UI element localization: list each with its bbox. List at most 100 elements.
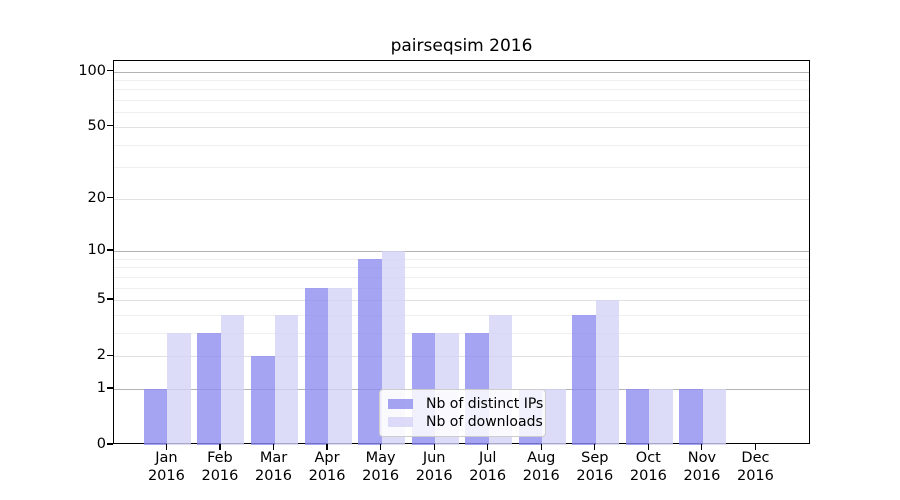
- x-tick-year: 2016: [629, 467, 667, 484]
- x-tick-mark: [754, 444, 757, 450]
- y-tick-mark: [107, 443, 113, 445]
- x-tick-year: 2016: [683, 467, 721, 484]
- x-tick-year: 2016: [255, 467, 292, 484]
- gridline-minor: [114, 287, 809, 289]
- x-tick-mark: [380, 444, 382, 450]
- x-tick-mark: [487, 444, 489, 450]
- x-tick-year: 2016: [469, 467, 507, 484]
- y-tick-label: 0: [96, 436, 106, 452]
- y-tick-mark: [107, 298, 113, 300]
- y-tick-mark: [107, 249, 113, 251]
- bar-downloads-jan: [167, 332, 191, 445]
- x-tick-mark: [540, 444, 542, 450]
- x-tick-month: Feb: [207, 450, 233, 466]
- legend-swatch-downloads: [388, 417, 413, 428]
- bar-downloads-feb: [220, 314, 245, 445]
- x-tick-label: Jan 2016: [134, 450, 198, 485]
- x-tick-year: 2016: [201, 467, 239, 484]
- x-tick-label: Feb 2016: [188, 450, 252, 485]
- y-tick-label: 5: [96, 291, 106, 308]
- x-tick-label: May 2016: [349, 450, 413, 485]
- bar-downloads-nov: [702, 388, 727, 445]
- x-tick-label: Jul 2016: [456, 450, 520, 485]
- x-tick-year: 2016: [576, 467, 614, 484]
- bar-distinct-ips-may: [358, 258, 382, 445]
- y-tick-label: 100: [78, 62, 106, 79]
- x-tick-label: Mar 2016: [242, 450, 306, 485]
- x-tick-label: Oct 2016: [616, 450, 680, 485]
- gridline-100: [114, 71, 809, 73]
- bar-downloads-sep: [595, 300, 620, 445]
- gridline-minor: [114, 258, 809, 260]
- bar-downloads-apr: [328, 287, 352, 445]
- bar-downloads-oct: [649, 388, 673, 445]
- x-tick-month: Aug: [527, 450, 556, 466]
- gridline-2: [114, 356, 809, 358]
- x-tick-mark: [219, 444, 221, 450]
- x-tick-year: 2016: [362, 467, 400, 484]
- bar-downloads-mar: [274, 314, 298, 445]
- bar-distinct-ips-nov: [679, 388, 703, 445]
- gridline-minor: [114, 112, 809, 114]
- gridline-20: [114, 198, 809, 200]
- gridline-50: [114, 126, 809, 128]
- x-tick-mark: [326, 444, 328, 450]
- y-tick-mark: [107, 387, 113, 389]
- x-tick-year: 2016: [308, 467, 346, 484]
- gridline-minor: [114, 332, 809, 334]
- x-tick-month: Sep: [581, 450, 609, 466]
- bar-distinct-ips-oct: [625, 388, 650, 445]
- x-tick-label: Sep 2016: [563, 450, 627, 485]
- y-tick-label: 1: [96, 379, 106, 396]
- x-tick-label: Nov 2016: [670, 450, 734, 485]
- gridline-10: [114, 250, 809, 252]
- gridline-minor: [114, 314, 809, 316]
- bar-distinct-ips-jan: [143, 388, 168, 445]
- plot-area: [113, 60, 810, 445]
- x-tick-month: Oct: [635, 450, 661, 466]
- x-tick-month: May: [365, 450, 396, 466]
- y-tick-mark: [107, 197, 113, 199]
- x-tick-month: Jun: [422, 450, 446, 466]
- x-tick-month: Apr: [314, 450, 340, 466]
- x-tick-month: Dec: [741, 450, 770, 466]
- chart-title: pairseqsim 2016: [390, 36, 533, 56]
- gridline-minor: [114, 89, 809, 91]
- x-tick-mark: [272, 444, 275, 450]
- x-tick-year: 2016: [522, 467, 560, 484]
- x-tick-mark: [165, 444, 167, 450]
- gridline-minor: [114, 167, 809, 169]
- x-tick-year: 2016: [736, 467, 774, 484]
- gridline-minor: [114, 276, 809, 278]
- x-tick-mark: [433, 444, 435, 450]
- gridline-minor: [114, 80, 809, 82]
- x-tick-mark: [701, 444, 703, 450]
- y-tick-label: 20: [87, 189, 106, 206]
- gridline-minor: [114, 100, 809, 102]
- bar-distinct-ips-sep: [572, 314, 596, 445]
- x-tick-month: Mar: [259, 450, 288, 466]
- x-tick-label: Aug 2016: [509, 450, 573, 485]
- gridline-minor: [114, 144, 809, 146]
- bar-distinct-ips-feb: [197, 332, 221, 445]
- x-tick-year: 2016: [415, 467, 453, 484]
- gridline-minor: [114, 267, 809, 269]
- legend: Nb of distinct IPs Nb of downloads: [379, 389, 546, 437]
- legend-label-distinct-ips: Nb of distinct IPs: [426, 395, 544, 412]
- legend-item-distinct-ips: Nb of distinct IPs: [388, 396, 543, 412]
- x-tick-month: Jan: [155, 450, 178, 466]
- x-tick-label: Dec 2016: [723, 450, 787, 485]
- bar-distinct-ips-mar: [251, 356, 275, 445]
- legend-item-downloads: Nb of downloads: [388, 414, 543, 430]
- y-tick-label: 50: [87, 117, 106, 134]
- x-tick-mark: [594, 444, 596, 450]
- legend-label-downloads: Nb of downloads: [426, 414, 543, 431]
- x-tick-month: Nov: [687, 450, 717, 466]
- x-tick-label: Jun 2016: [402, 450, 466, 485]
- x-tick-month: Jul: [478, 450, 497, 466]
- legend-swatch-distinct-ips: [388, 398, 413, 409]
- x-tick-mark: [647, 444, 649, 450]
- bar-distinct-ips-apr: [304, 287, 329, 445]
- y-tick-label: 10: [87, 241, 106, 258]
